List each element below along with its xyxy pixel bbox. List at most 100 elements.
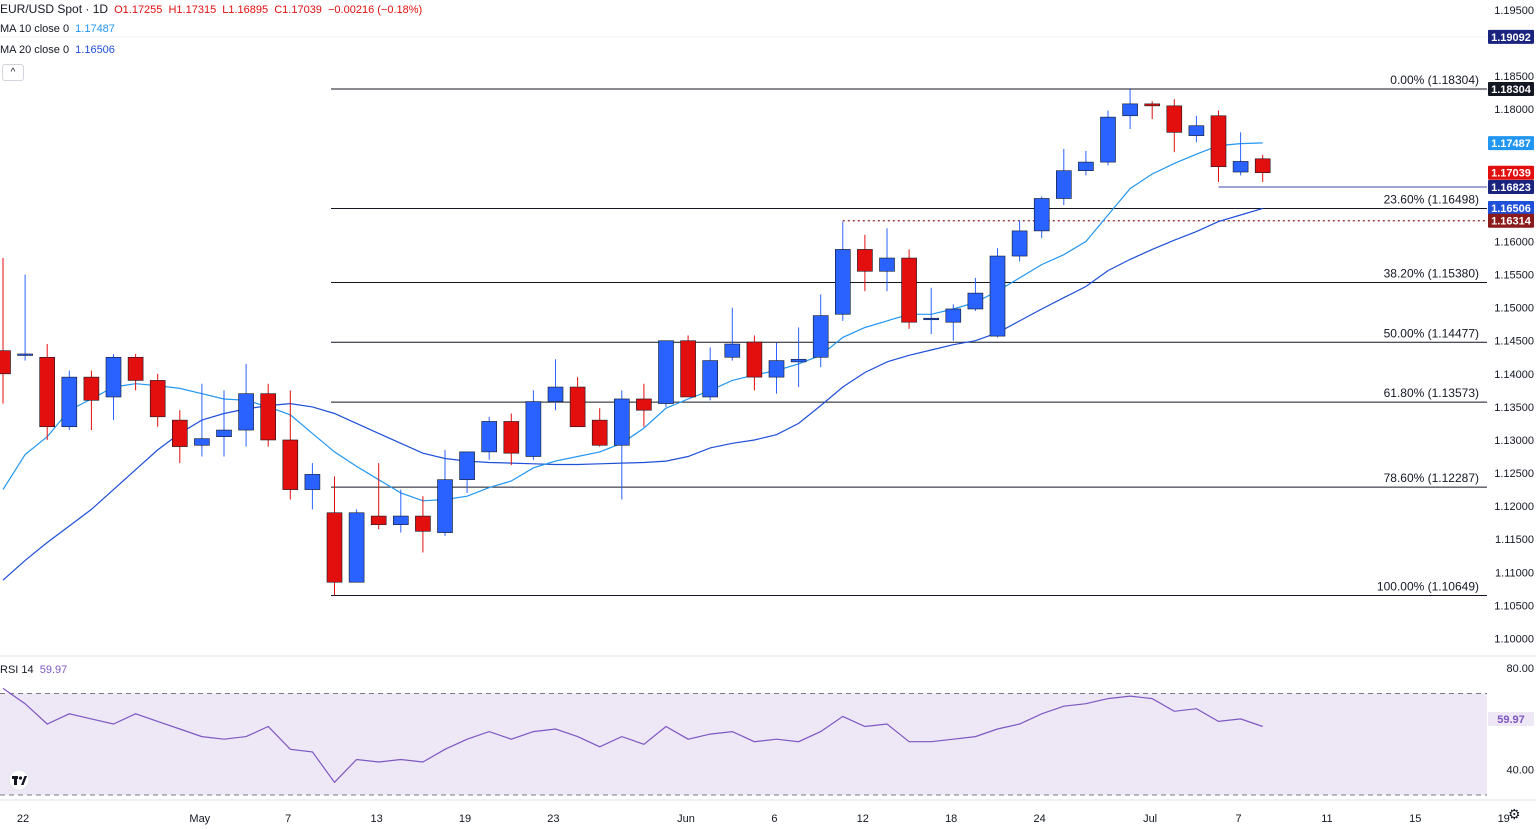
- candle-body: [172, 419, 188, 447]
- candle-body: [945, 308, 962, 323]
- candle-body: [304, 474, 321, 490]
- legend-ma10-row[interactable]: MA 10 close 0 1.17487: [0, 23, 118, 35]
- time-axis[interactable]: 22 May 7 13 19 23 Jun 6 12 18 24 Jul 7 11 15 19: [0, 799, 1536, 825]
- candle-body: [1166, 105, 1183, 133]
- candle-body: [746, 341, 763, 378]
- candle-body: [370, 515, 387, 525]
- candle-body: [967, 292, 984, 310]
- candle-body: [415, 515, 431, 532]
- candle-body: [503, 421, 520, 454]
- fibonacci-retracement[interactable]: 0.00% (1.18304) 23.60% (1.16498) 38.20% (1…: [331, 73, 1487, 597]
- candle-body: [547, 386, 564, 402]
- rsi-band: [0, 693, 1487, 795]
- ohlc-low: L1.16895: [222, 4, 269, 16]
- time-tick-label: 13: [370, 813, 382, 825]
- gear-icon[interactable]: ⚙: [1508, 806, 1521, 822]
- ma20-value: 1.16506: [75, 44, 115, 56]
- price-tag: 1.18304: [1491, 84, 1532, 96]
- price-tick-label: 1.14500: [1494, 336, 1534, 348]
- price-tick-label: 1.18500: [1494, 71, 1534, 83]
- price-tag: 1.16506: [1491, 203, 1531, 215]
- price-tag-bg: [1488, 29, 1534, 44]
- candle-body: [0, 350, 11, 375]
- time-tick-label: 11: [1321, 813, 1332, 825]
- price-tick-label: 1.10500: [1494, 600, 1534, 612]
- candle-body: [768, 360, 785, 378]
- candle-body: [613, 398, 630, 446]
- time-tick-label: 22: [17, 813, 29, 825]
- price-tick-label: 1.13000: [1494, 435, 1534, 447]
- price-tick-label: 1.12000: [1494, 501, 1534, 513]
- candle-body: [105, 356, 122, 398]
- candle-body: [83, 376, 100, 401]
- ma20-label: MA 20 close 0: [0, 44, 70, 56]
- ma10-line: [2, 142, 1263, 502]
- candle-body: [680, 340, 696, 398]
- candle-body: [1011, 230, 1028, 257]
- candle-body: [923, 317, 940, 321]
- time-tick-label: 7: [1235, 813, 1241, 825]
- candle-body: [1078, 161, 1094, 171]
- fib-level-label: 0.00% (1.18304): [1390, 73, 1479, 87]
- price-tick-label: 1.12500: [1494, 468, 1534, 480]
- rsi-path: [2, 687, 1263, 784]
- price-tick-label: 1.11500: [1495, 534, 1534, 546]
- price-tick-label: 1.14000: [1494, 369, 1534, 381]
- candle-body: [61, 376, 78, 428]
- candle-body: [1144, 103, 1160, 107]
- fib-level-label: 100.00% (1.10649): [1377, 580, 1479, 594]
- price-tags: 1.19092 1.18304 1.17487 1.17039 1.16823 1.165…: [1488, 29, 1534, 726]
- candle-body: [392, 515, 409, 525]
- tradingview-logo-icon[interactable]: [6, 769, 32, 791]
- price-tag: 1.17487: [1491, 138, 1531, 150]
- candle-body: [39, 356, 56, 428]
- fib-level-label: 78.60% (1.12287): [1384, 471, 1479, 485]
- time-tick-label: 19: [1498, 813, 1510, 825]
- legend-ma20-row[interactable]: MA 20 close 0 1.16506: [0, 44, 118, 56]
- time-tick-label: 15: [1409, 813, 1421, 825]
- ma20-line: [2, 207, 1263, 581]
- price-tag-bg: [1488, 82, 1534, 97]
- candle-body: [437, 479, 453, 533]
- rsi-pane-background: [0, 693, 1487, 796]
- candle-body: [790, 358, 807, 363]
- rsi-line: [2, 687, 1263, 784]
- candle-body: [1210, 115, 1227, 168]
- rsi-value: 59.97: [39, 664, 68, 676]
- price-tick-label: 1.13500: [1494, 402, 1534, 414]
- legend-rsi-row[interactable]: RSI 14 59.97: [0, 664, 70, 676]
- collapse-legend-button[interactable]: ^: [2, 64, 24, 81]
- candle-body: [127, 356, 144, 381]
- candle-body: [1122, 103, 1138, 117]
- price-tag-bg: [1488, 180, 1534, 195]
- price-tick-label: 1.11000: [1495, 567, 1534, 579]
- candlestick-series: [0, 89, 1271, 596]
- candle-body: [1188, 125, 1205, 136]
- time-tick-label: Jul: [1143, 813, 1157, 825]
- time-tick-label: Jun: [677, 813, 695, 825]
- candle-body: [812, 315, 829, 358]
- candle-body: [326, 512, 343, 583]
- time-tick-label: 24: [1033, 813, 1045, 825]
- pane-separators: [0, 36, 1536, 657]
- symbol-title[interactable]: EUR/USD Spot · 1D: [0, 2, 109, 16]
- ohlc-change: −0.00216 (−0.18%): [328, 4, 423, 16]
- price-tick-label: 1.19500: [1494, 5, 1534, 17]
- price-axis[interactable]: 1.195001.185001.180001.175001.170001.165…: [1494, 5, 1534, 777]
- rsi-label: RSI 14: [0, 664, 34, 676]
- price-tick-label: 1.15500: [1494, 270, 1534, 282]
- fib-level-label: 38.20% (1.15380): [1384, 267, 1479, 281]
- candle-body: [1254, 158, 1271, 173]
- candle-body: [901, 257, 917, 323]
- candle-body: [1232, 161, 1249, 173]
- ohlc-close: C1.17039: [274, 4, 322, 16]
- candle-body: [591, 419, 608, 446]
- ma10-label: MA 10 close 0: [0, 23, 70, 35]
- price-tick-label: 1.18000: [1494, 104, 1534, 116]
- price-tag-bg: [1488, 201, 1534, 216]
- candle-body: [1033, 198, 1050, 232]
- candle-body: [1056, 170, 1072, 199]
- candle-body: [569, 386, 586, 428]
- time-tick-label: 6: [771, 813, 777, 825]
